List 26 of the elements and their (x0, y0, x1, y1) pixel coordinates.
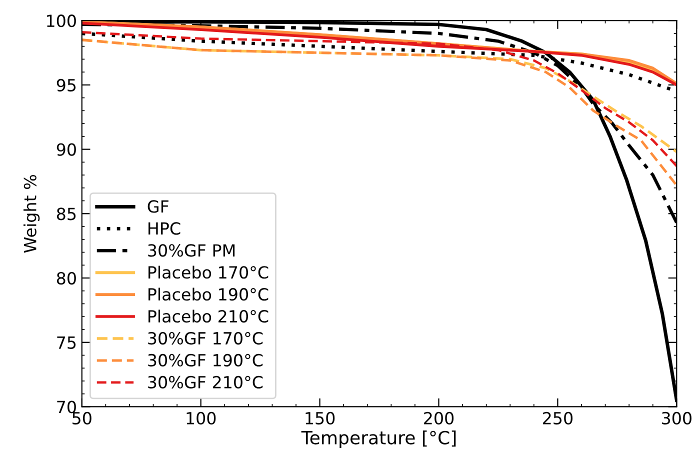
x-axis-title: Temperature [°C] (301, 430, 456, 448)
y-tick-label: 95 (56, 78, 76, 92)
x-tick-label: 300 (662, 412, 692, 424)
x-tick-label: 150 (306, 412, 335, 424)
legend-label: HPC (148, 222, 180, 235)
legend-label: Placebo 170°C (148, 266, 268, 279)
x-tick-label: 250 (543, 412, 572, 424)
line-series (82, 38, 677, 154)
y-tick-label: 80 (56, 272, 76, 285)
y-tick-label: 70 (57, 400, 76, 414)
y-axis-title: Weight % (24, 174, 40, 253)
legend-label: 30%GF 190°C (148, 354, 263, 367)
y-tick-label: 75 (57, 336, 76, 349)
legend-label: 30%GF PM (148, 244, 235, 257)
line-series (82, 38, 677, 187)
x-tick-label: 100 (186, 412, 216, 424)
legend-label: Placebo 190°C (148, 288, 268, 301)
x-tick-label: 200 (424, 412, 454, 424)
legend-label: 30%GF 210°C (148, 376, 263, 388)
y-tick-label: 100 (47, 14, 76, 28)
x-tick-label: 50 (72, 412, 92, 424)
legend-label: Placebo 210°C (148, 310, 268, 323)
legend-label: 30%GF 170°C (148, 332, 263, 345)
y-tick-label: 85 (56, 208, 76, 220)
legend-label: GF (148, 200, 168, 213)
y-tick-label: 90 (56, 143, 76, 156)
